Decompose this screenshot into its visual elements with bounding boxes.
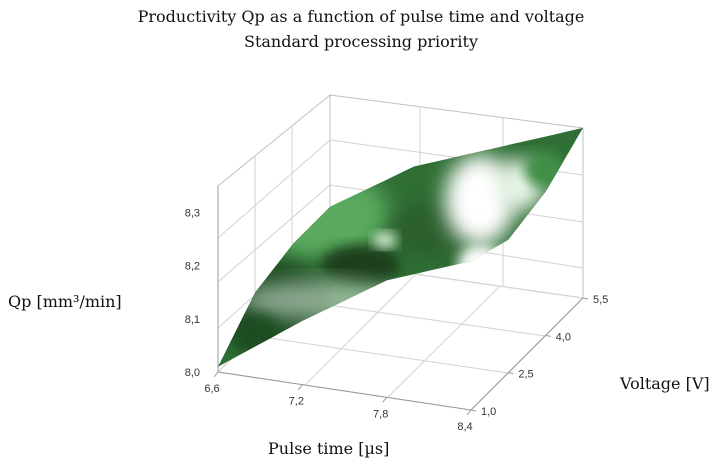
y-tick-label: 1,0: [481, 406, 496, 418]
x-tick-mark: [466, 409, 472, 416]
x-axis-label: Pulse time [µs]: [268, 439, 389, 458]
x-tick-mark: [213, 371, 219, 378]
z-tick-label: 8,0: [185, 367, 200, 379]
chart-subtitle: Standard processing priority: [244, 32, 478, 51]
x-tick-mark: [382, 397, 388, 403]
x-tick-mark: [297, 384, 303, 390]
z-axis-ticks: 8,0 8,1 8,2 8,3: [185, 208, 200, 379]
x-tick-label: 7,2: [289, 396, 304, 408]
y-tick-mark: [545, 334, 551, 337]
y-tick-mark: [470, 409, 477, 412]
x-tick-label: 8,4: [457, 421, 472, 433]
x-tick-label: 6,6: [204, 383, 219, 395]
x-axis-line: [217, 371, 472, 411]
z-tick-label: 8,3: [185, 208, 200, 220]
y-tick-label: 2,5: [518, 369, 533, 381]
y-axis-ticks: 1,0 2,5 4,0 5,5: [470, 294, 608, 418]
y-tick-mark: [508, 372, 514, 375]
y-tick-mark: [582, 297, 589, 300]
y-tick-label: 5,5: [593, 294, 608, 306]
y-axis-line: [470, 297, 584, 411]
x-tick-label: 7,8: [373, 408, 388, 420]
z-tick-label: 8,1: [185, 314, 200, 326]
surface: [218, 127, 583, 367]
z-axis-label: Qp [mm³/min]: [8, 292, 122, 311]
chart-title: Productivity Qp as a function of pulse t…: [138, 7, 585, 26]
x-axis-ticks: 6,6 7,2 7,8 8,4: [204, 371, 473, 433]
y-axis-label: Voltage [V]: [619, 374, 710, 393]
y-tick-label: 4,0: [556, 331, 571, 343]
z-tick-label: 8,2: [185, 261, 200, 273]
